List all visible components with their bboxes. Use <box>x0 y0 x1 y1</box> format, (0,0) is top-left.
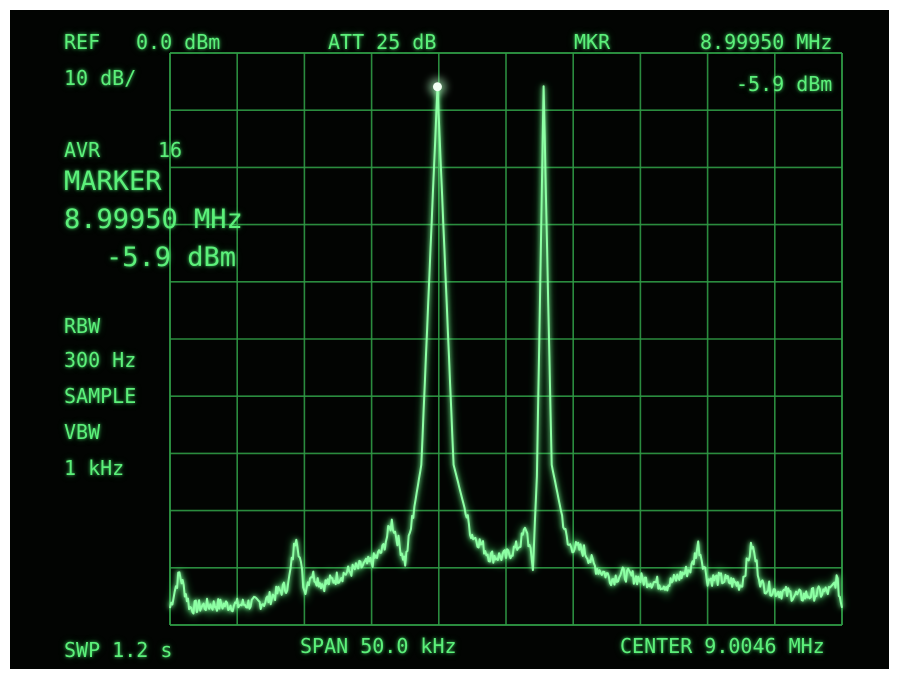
detector-mode: SAMPLE <box>64 384 137 408</box>
marker-level: -5.9 dBm <box>736 72 833 96</box>
marker-point <box>432 82 442 92</box>
graticule <box>169 52 843 626</box>
marker-label: MKR <box>574 30 611 54</box>
averaging-label: AVR <box>64 138 101 162</box>
vbw-label: VBW <box>64 420 101 444</box>
marker-frequency: 8.99950 MHz <box>700 30 833 54</box>
rbw-label: RBW <box>64 314 101 338</box>
spectrum-plot <box>167 52 845 626</box>
ref-value: 0.0 dBm <box>136 30 221 54</box>
attenuation: ATT 25 dB <box>328 30 437 54</box>
marker-readout-level: -5.9 dBm <box>106 242 237 273</box>
spectrum-trace <box>167 85 845 621</box>
center-frequency: CENTER 9.0046 MHz <box>620 634 825 658</box>
sweep-time: SWP 1.2 s <box>64 638 173 662</box>
marker-dot <box>428 77 447 96</box>
analyzer-screen: REF 0.0 dBm ATT 25 dB MKR 8.99950 MHz -5… <box>10 10 889 669</box>
vbw-value: 1 kHz <box>64 456 125 480</box>
marker-readout-frequency: 8.99950 MHz <box>64 204 243 235</box>
span: SPAN 50.0 kHz <box>300 634 457 658</box>
scale-per-division: 10 dB/ <box>64 66 137 90</box>
marker-title: MARKER <box>64 166 162 197</box>
averaging-count: 16 <box>158 138 183 162</box>
ref-label: REF <box>64 30 101 54</box>
trace-line <box>169 85 843 615</box>
rbw-value: 300 Hz <box>64 348 137 372</box>
